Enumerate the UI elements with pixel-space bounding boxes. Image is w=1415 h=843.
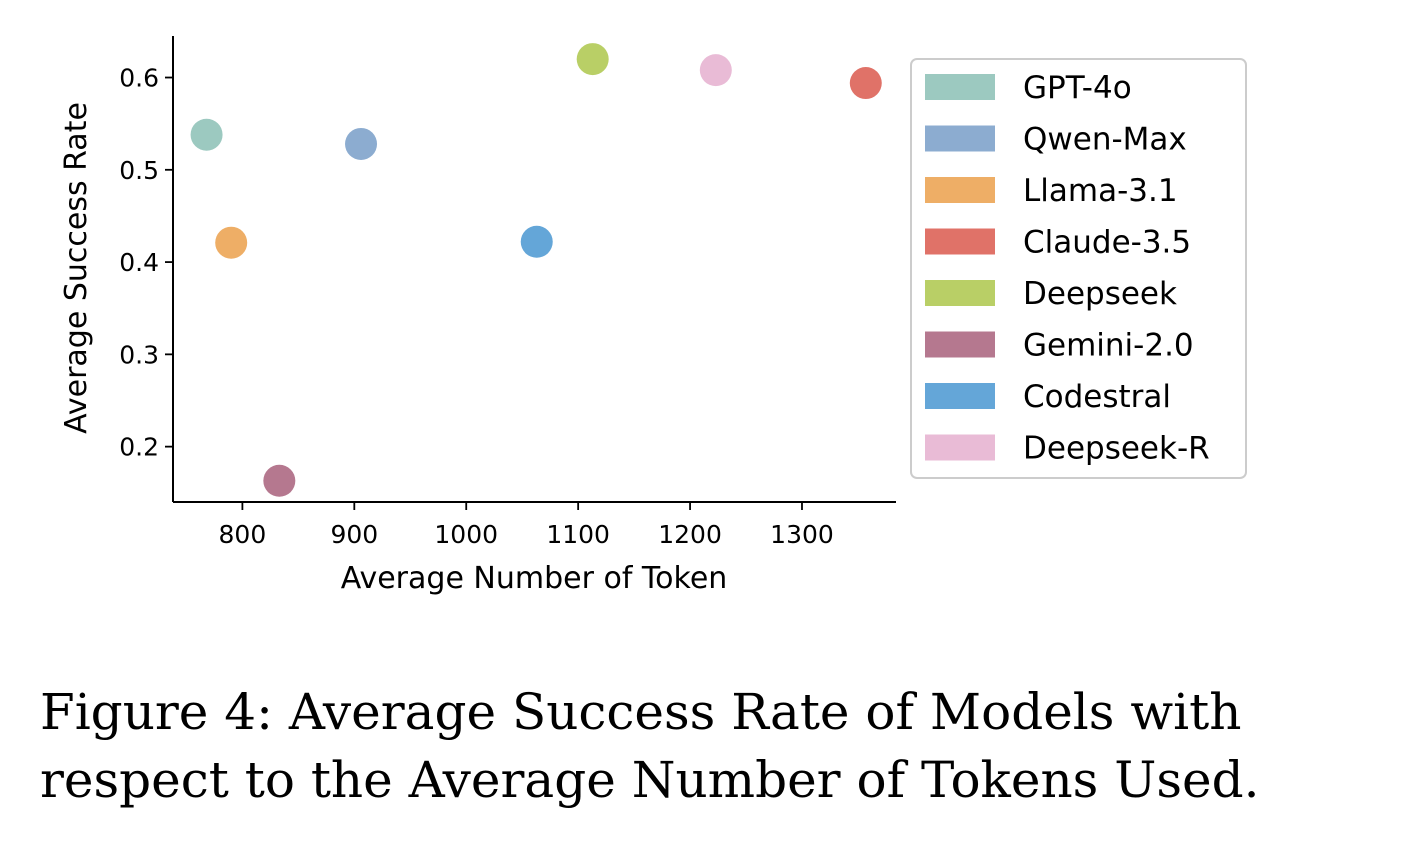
legend-label-qwen-max: Qwen-Max — [1023, 122, 1187, 158]
data-point-gpt-4o — [190, 118, 223, 151]
data-point-deepseek-r — [699, 54, 732, 87]
legend-swatch-codestral — [925, 383, 995, 409]
legend-label-llama-3-1: Llama-3.1 — [1023, 173, 1178, 209]
axes — [172, 36, 896, 503]
data-point-codestral — [520, 225, 553, 258]
legend: GPT-4o Qwen-Max Llama-3.1 Claude-3.5 Deepsee… — [910, 58, 1247, 479]
data-point-qwen-max — [345, 127, 378, 160]
legend-label-deepseek-r: Deepseek-R — [1023, 431, 1210, 467]
data-point-claude-3-5 — [849, 67, 882, 100]
scatter-chart: 800 900 1000 1100 1200 1300 0.2 0.3 0.4 0.5 0.6 A… — [59, 36, 1247, 596]
legend-swatch-llama-3-1 — [925, 177, 995, 203]
x-axis-ticks: 800 900 1000 1100 1200 1300 — [219, 502, 834, 549]
x-axis-label: Average Number of Token — [341, 561, 728, 596]
legend-frame — [910, 58, 1247, 479]
legend-swatch-gpt-4o — [925, 74, 995, 100]
legend-swatch-qwen-max — [925, 125, 995, 152]
figure-caption: Figure 4: Average Success Rate of Models… — [40, 683, 1260, 809]
legend-label-claude-3-5: Claude-3.5 — [1023, 225, 1191, 261]
y-tick-label: 0.4 — [119, 248, 159, 277]
data-points — [190, 43, 882, 497]
data-point-deepseek — [576, 43, 609, 76]
y-tick-label: 0.5 — [119, 156, 159, 185]
y-tick-label: 0.6 — [119, 64, 159, 93]
x-tick-label: 800 — [219, 520, 267, 549]
x-tick-label: 1300 — [770, 520, 834, 549]
legend-swatch-claude-3-5 — [925, 228, 995, 255]
legend-label-gemini-2-0: Gemini-2.0 — [1023, 328, 1194, 364]
legend-swatch-deepseek-r — [925, 434, 995, 461]
data-point-llama-3-1 — [215, 226, 248, 259]
legend-swatch-gemini-2-0 — [925, 331, 995, 358]
x-tick-label: 900 — [330, 520, 378, 549]
x-tick-label: 1100 — [546, 520, 610, 549]
legend-label-gpt-4o: GPT-4o — [1023, 70, 1132, 106]
x-tick-label: 1200 — [658, 520, 722, 549]
data-point-gemini-2-0 — [263, 464, 296, 497]
legend-label-deepseek: Deepseek — [1023, 276, 1177, 312]
y-axis-label: Average Success Rate — [59, 102, 94, 434]
y-tick-label: 0.2 — [119, 433, 159, 462]
legend-label-codestral: Codestral — [1023, 379, 1171, 415]
y-tick-label: 0.3 — [119, 340, 159, 369]
y-axis-ticks: 0.2 0.3 0.4 0.5 0.6 — [119, 64, 173, 462]
x-tick-label: 1000 — [434, 520, 498, 549]
legend-swatch-deepseek — [925, 280, 995, 306]
